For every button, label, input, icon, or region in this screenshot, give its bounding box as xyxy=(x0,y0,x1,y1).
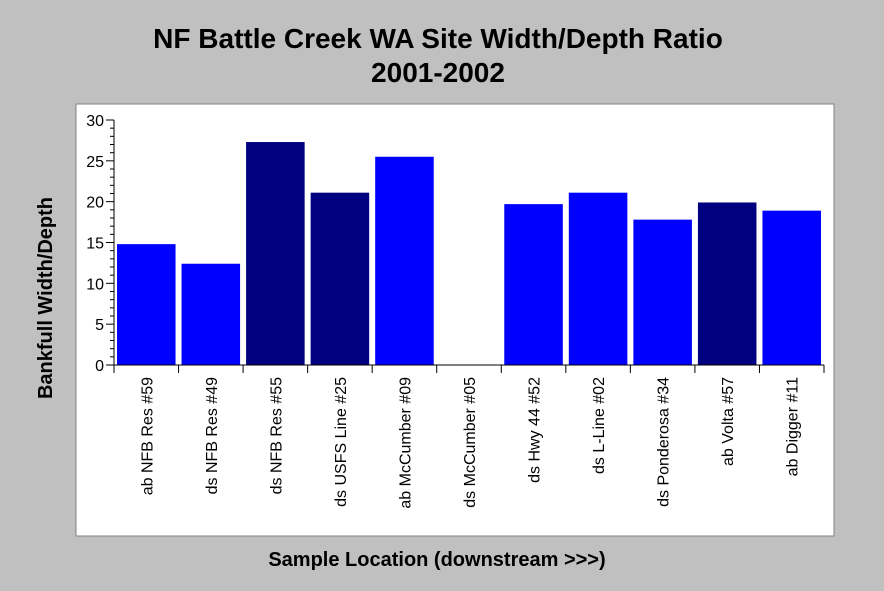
chart-title-line-1: NF Battle Creek WA Site Width/Depth Rati… xyxy=(153,23,723,54)
x-tick-label: ds NFB Res #49 xyxy=(204,377,221,494)
y-tick-label: 0 xyxy=(95,358,104,375)
x-tick-label: ab Volta #57 xyxy=(720,377,737,466)
chart-title: NF Battle Creek WA Site Width/Depth Rati… xyxy=(0,22,876,90)
x-axis-title: Sample Location (downstream >>>) xyxy=(268,549,605,571)
x-tick-label: ds Hwy 44 #52 xyxy=(527,377,544,483)
y-tick-label: 5 xyxy=(95,317,104,334)
x-tick-label: ds NFB Res #55 xyxy=(268,377,285,494)
bar xyxy=(633,219,692,365)
x-axis: ab NFB Res #59 ds NFB Res #49 ds NFB Res #… xyxy=(113,365,825,509)
x-tick-label: ab McCumber #09 xyxy=(397,377,414,509)
x-tick-label: ds McCumber #05 xyxy=(462,377,479,508)
bar xyxy=(568,192,628,365)
bar xyxy=(762,210,821,365)
x-tick-label: ab Digger #11 xyxy=(785,377,802,476)
bar xyxy=(246,142,305,365)
bar xyxy=(117,244,176,365)
bar-series xyxy=(117,142,821,365)
y-tick-label: 20 xyxy=(86,195,104,212)
y-tick-label: 10 xyxy=(86,276,104,293)
bar xyxy=(181,263,241,365)
y-tick-label: 30 xyxy=(86,113,104,130)
bar xyxy=(310,192,370,365)
y-axis: 0 5 10 15 20 25 30 xyxy=(86,113,114,375)
y-axis-title: Bankfull Width/Depth xyxy=(35,197,57,399)
x-tick-label: ds USFS Line #25 xyxy=(333,377,350,507)
x-tick-label: ab NFB Res #59 xyxy=(139,377,156,495)
y-tick-label: 25 xyxy=(86,154,104,171)
y-tick-label: 15 xyxy=(86,236,104,253)
x-tick-label: ds L-Line #02 xyxy=(591,377,608,474)
bar xyxy=(697,202,757,365)
x-tick-label: ds Ponderosa #34 xyxy=(656,377,673,507)
chart-title-line-2: 2001-2002 xyxy=(371,57,505,88)
bar xyxy=(504,204,563,365)
bar xyxy=(375,156,434,365)
